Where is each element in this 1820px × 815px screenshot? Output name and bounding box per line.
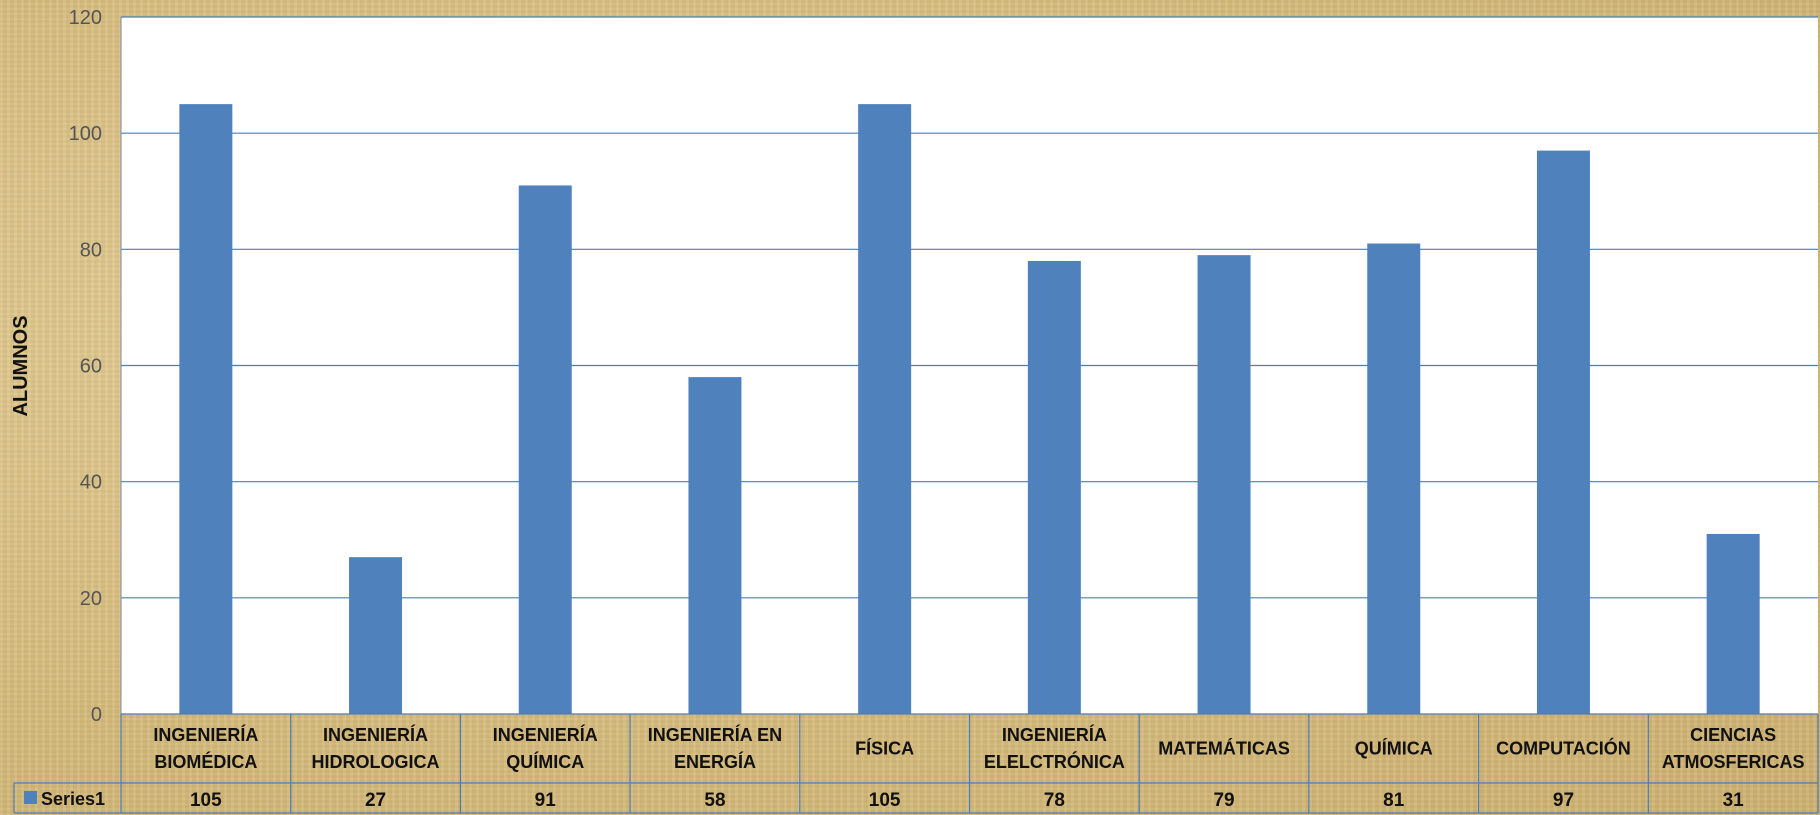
y-tick-label: 0 xyxy=(91,704,102,726)
data-value-label: 105 xyxy=(190,790,222,811)
bar xyxy=(1197,255,1251,714)
data-value-label: 27 xyxy=(365,790,386,811)
data-value-label: 79 xyxy=(1213,790,1234,811)
bar xyxy=(1706,533,1760,714)
category-label: INGENIERÍA EN ENERGÍA xyxy=(648,724,782,772)
bar xyxy=(1536,150,1590,714)
bar xyxy=(858,104,912,714)
category-label: FÍSICA xyxy=(855,738,914,759)
y-tick-label: 80 xyxy=(80,239,102,261)
y-tick-label: 20 xyxy=(80,588,102,610)
bar xyxy=(518,185,572,715)
bar xyxy=(349,557,403,714)
data-value-label: 81 xyxy=(1383,790,1405,811)
y-tick-label: 60 xyxy=(80,356,102,378)
y-axis-ticks: 0 20 40 60 80 100 120 xyxy=(69,7,102,726)
category-label: QUÍMICA xyxy=(1355,738,1433,759)
category-label: CIENCIAS ATMOSFERICAS xyxy=(1662,725,1805,772)
legend-label: Series1 xyxy=(41,789,105,809)
data-table: INGENIERÍA BIOMÉDICA INGENIERÍA HIDROLOGICA… xyxy=(13,713,1819,814)
category-label: INGENIERÍA ELELCTRÓNICA xyxy=(984,724,1125,772)
category-label: INGENIERÍA HIDROLOGICA xyxy=(312,724,440,772)
data-value-label: 105 xyxy=(869,790,901,811)
y-tick-label: 100 xyxy=(69,123,102,145)
bar xyxy=(1027,260,1081,714)
bar xyxy=(688,377,742,714)
legend-swatch xyxy=(24,791,37,804)
bar xyxy=(179,104,233,714)
bar xyxy=(1367,243,1421,714)
category-label: INGENIERÍA QUÍMICA xyxy=(493,724,598,772)
data-value-label: 31 xyxy=(1723,790,1745,811)
y-tick-label: 40 xyxy=(80,472,102,494)
bars xyxy=(179,104,1760,715)
gridlines xyxy=(120,16,1818,714)
data-value-label: 91 xyxy=(535,790,557,811)
y-tick-label: 120 xyxy=(69,7,102,29)
data-value-label: 97 xyxy=(1553,790,1574,811)
category-label: COMPUTACIÓN xyxy=(1496,738,1631,759)
data-value-label: 58 xyxy=(704,790,725,811)
y-axis-label: ALUMNOS xyxy=(10,315,32,416)
category-label: INGENIERÍA BIOMÉDICA xyxy=(153,724,258,772)
data-value-label: 78 xyxy=(1044,790,1065,811)
category-label: MATEMÁTICAS xyxy=(1158,738,1290,759)
